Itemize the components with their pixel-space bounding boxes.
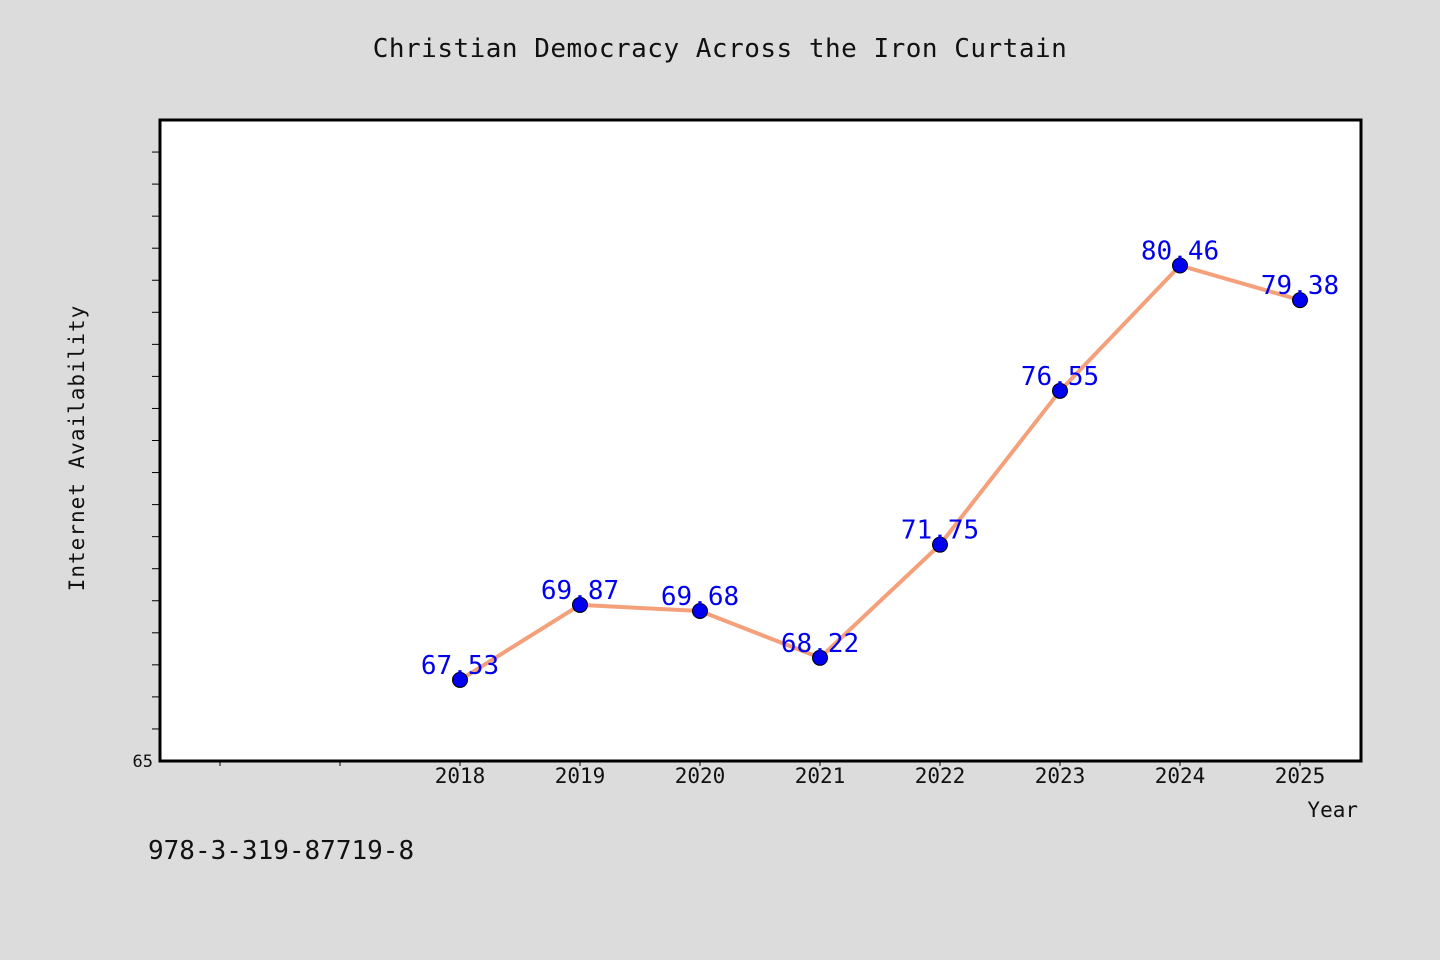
data-label: 67.53 bbox=[421, 651, 499, 681]
x-tick-label: 2020 bbox=[675, 764, 726, 788]
y-tick-label: 65 bbox=[133, 752, 153, 772]
x-tick-label: 2018 bbox=[435, 764, 486, 788]
chart-title: Christian Democracy Across the Iron Curt… bbox=[372, 34, 1068, 64]
data-point bbox=[812, 649, 828, 666]
y-axis-ticks: 65 bbox=[133, 151, 160, 772]
x-tick-label: 2023 bbox=[1035, 764, 1086, 788]
data-label: 69.68 bbox=[661, 582, 739, 612]
data-point bbox=[692, 603, 708, 620]
x-axis-ticks: 2018 2019 2020 2021 2022 2023 2024 2025 bbox=[219, 761, 1326, 788]
data-label: 76.55 bbox=[1021, 362, 1099, 392]
data-point bbox=[572, 596, 588, 613]
data-label: 71.75 bbox=[901, 516, 979, 546]
y-axis-label: Internet Availability bbox=[65, 305, 89, 592]
x-tick-label: 2022 bbox=[915, 764, 966, 788]
data-point bbox=[452, 671, 468, 688]
series-layer bbox=[452, 257, 1308, 688]
x-axis-label: Year bbox=[1307, 798, 1358, 822]
plot-area bbox=[158, 118, 1363, 763]
x-tick-label: 2021 bbox=[795, 764, 846, 788]
data-label: 69.87 bbox=[541, 576, 619, 606]
series-line bbox=[458, 263, 1301, 682]
data-label: 79.38 bbox=[1261, 271, 1339, 301]
data-label: 68.22 bbox=[781, 629, 859, 659]
data-point bbox=[1052, 382, 1068, 399]
data-point bbox=[1292, 292, 1308, 309]
x-tick-label: 2025 bbox=[1275, 764, 1326, 788]
publication-identifier: 978-3-319-87719-8 bbox=[148, 836, 415, 866]
data-point bbox=[932, 536, 948, 553]
x-tick-label: 2024 bbox=[1155, 764, 1206, 788]
data-label: 80.46 bbox=[1141, 237, 1219, 267]
data-point bbox=[1172, 257, 1188, 274]
data-label-layer: 67.53 69.87 69.68 68.22 71.75 76.55 80.46 79.38 bbox=[421, 237, 1339, 681]
x-tick-label: 2019 bbox=[555, 764, 606, 788]
